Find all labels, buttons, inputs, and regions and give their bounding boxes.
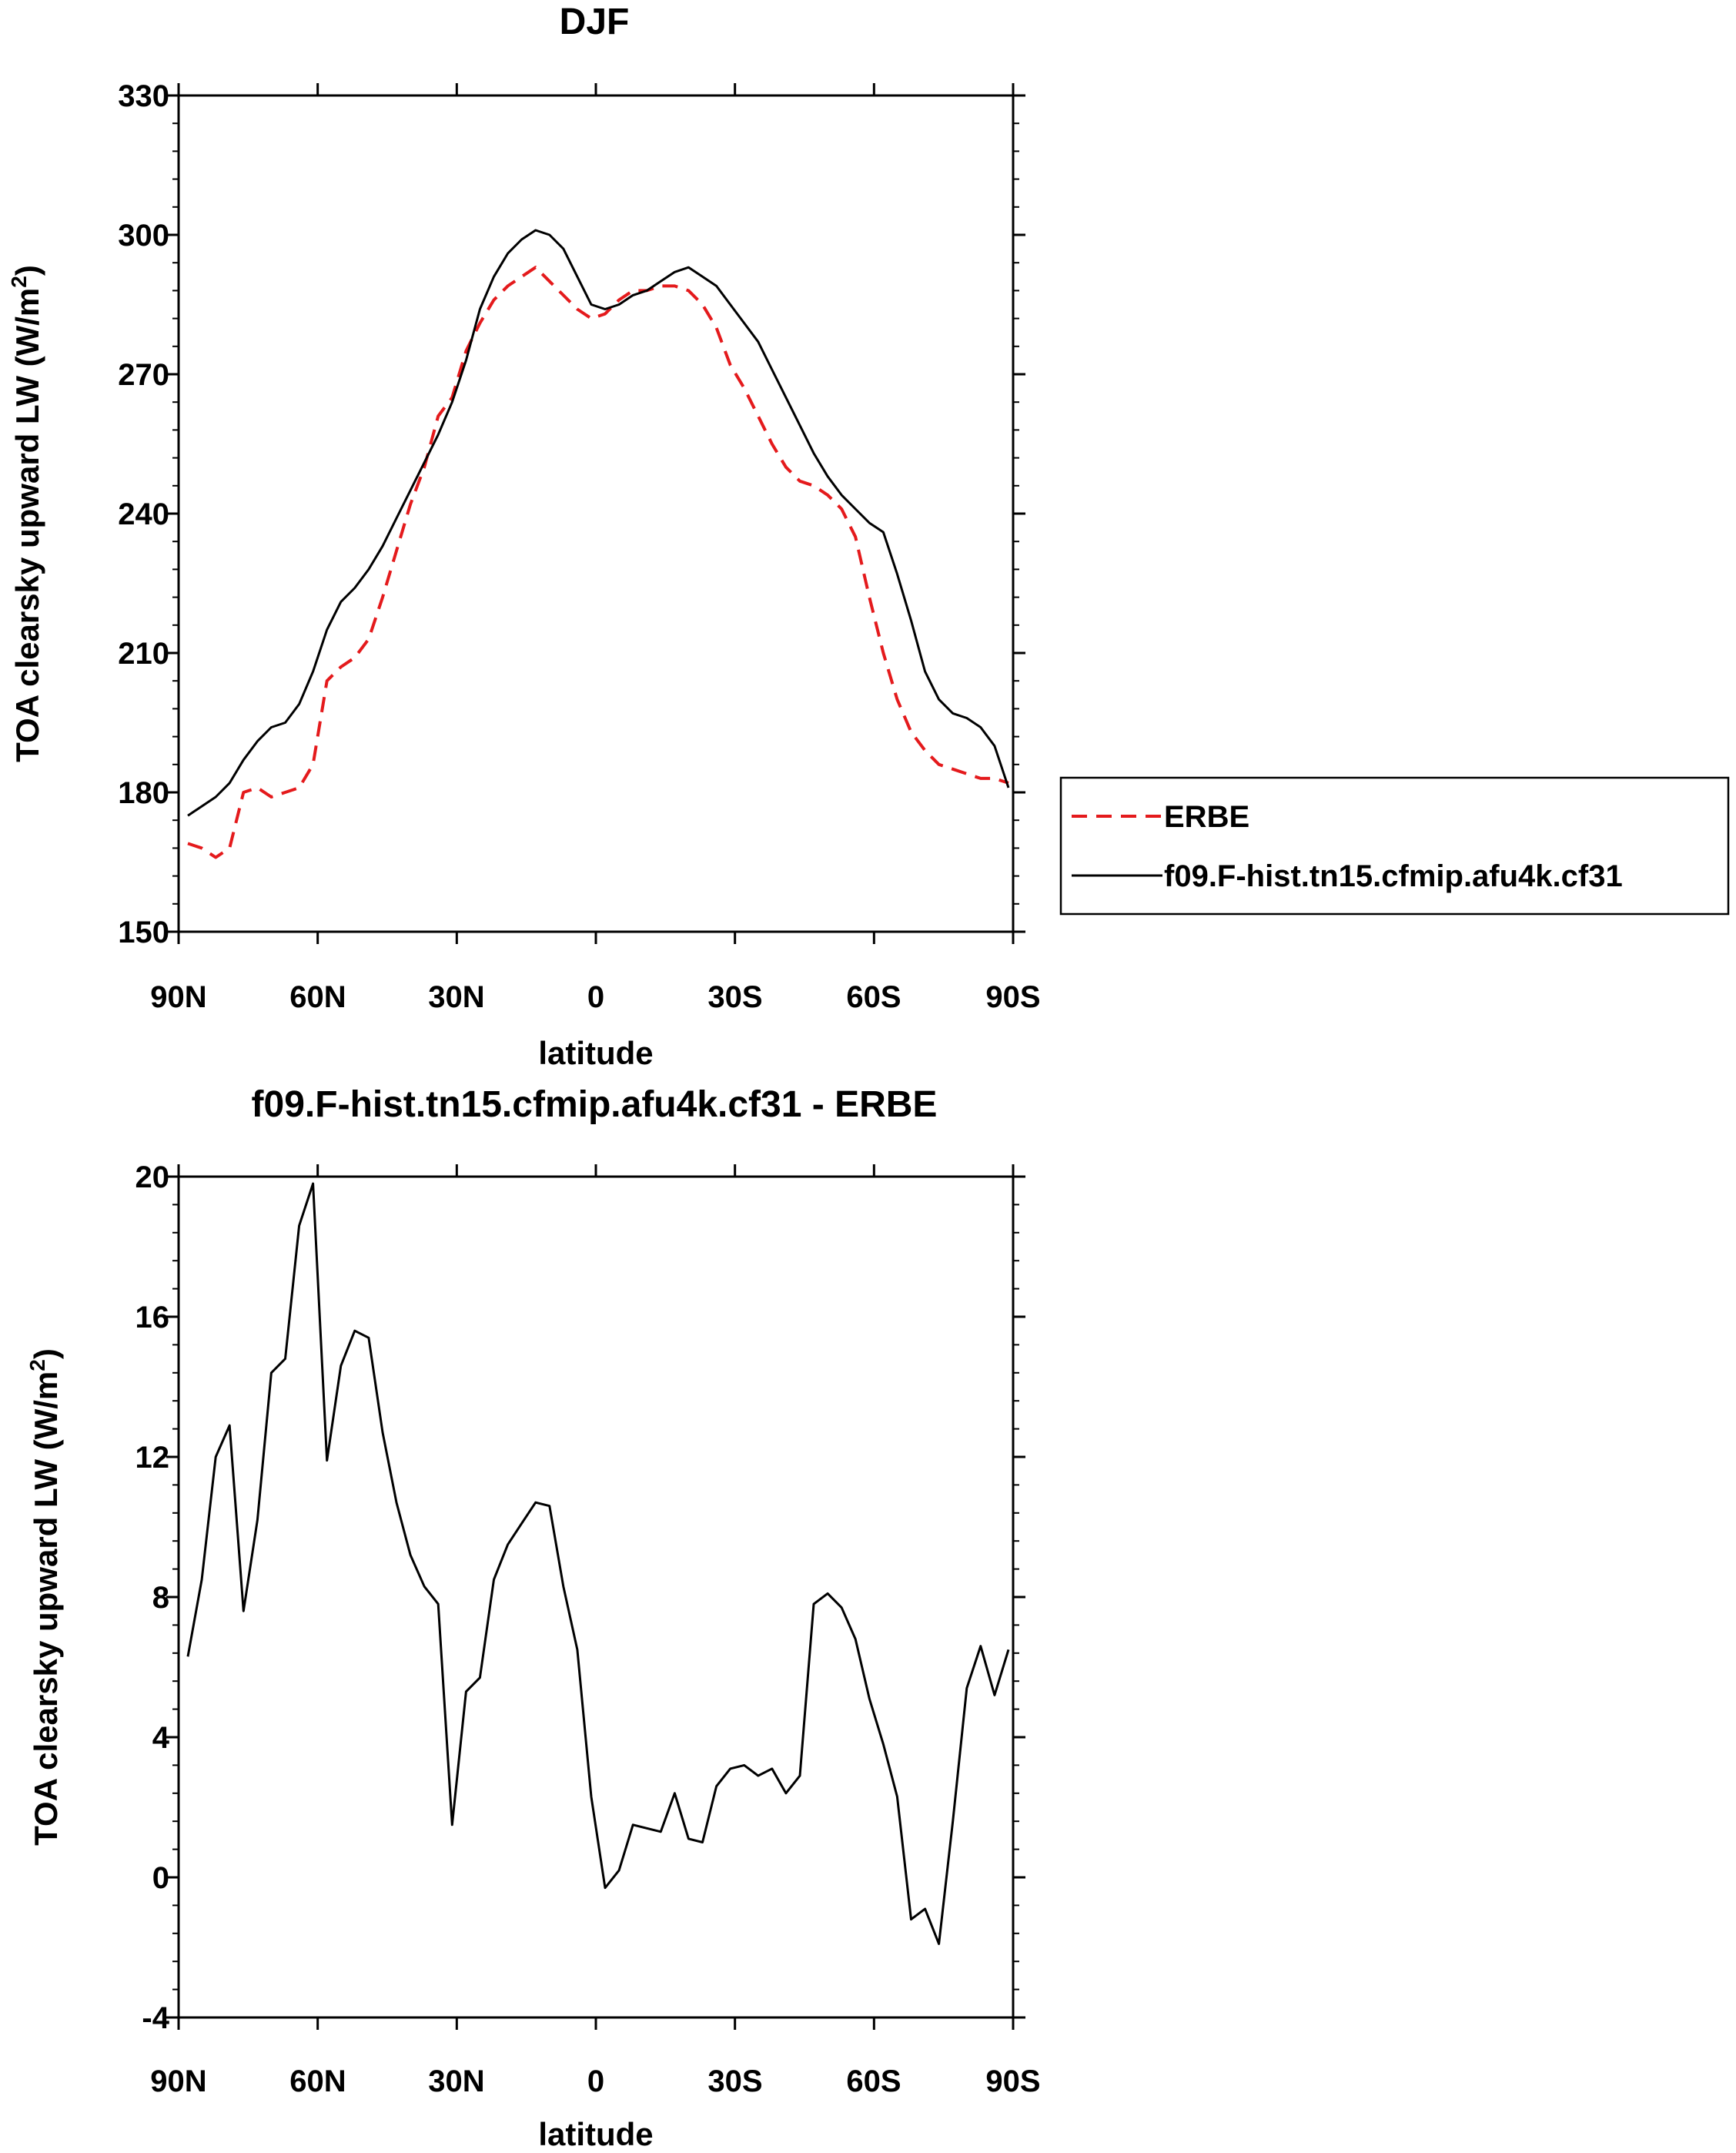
bottom-chart-lines — [186, 1182, 1010, 1945]
top-chart-title: DJF — [560, 2, 630, 42]
top-chart: DJF 150 180 210 240 270 300 330 90N 60N … — [7, 2, 1041, 1071]
bottom-xtick-label-5: 60S — [846, 2064, 901, 2098]
top-y-axis-label-sup: 2 — [7, 276, 31, 288]
bottom-y-axis-label-close: ) — [28, 1348, 64, 1359]
bottom-ytick-label-6: 20 — [135, 1160, 170, 1194]
bottom-xtick-label-2: 30N — [428, 2064, 484, 2098]
bottom-x-axis-label: latitude — [538, 2116, 653, 2152]
bottom-chart-frame — [177, 1175, 1015, 2019]
top-xtick-label-0: 90N — [150, 980, 206, 1014]
bottom-chart: f09.F-hist.tn15.cfmip.afu4k.cf31 - ERBE … — [25, 1084, 1041, 2152]
top-y-axis-label-main: TOA clearsky upward LW (W/m — [9, 288, 45, 762]
bottom-xtick-label-1: 60N — [289, 2064, 346, 2098]
top-ytick-label-0: 150 — [118, 916, 169, 949]
bottom-ytick-label-1: 0 — [152, 1861, 169, 1895]
top-xtick-label-1: 60N — [289, 980, 346, 1014]
top-xtick-label-2: 30N — [428, 980, 484, 1014]
top-xtick-label-5: 60S — [846, 980, 901, 1014]
top-ytick-label-5: 300 — [118, 219, 169, 253]
bottom-ytick-label-5: 16 — [135, 1301, 170, 1334]
top-xtick-label-3: 0 — [587, 980, 604, 1014]
legend-label-erbe: ERBE — [1164, 800, 1249, 834]
top-ytick-label-4: 270 — [118, 358, 169, 392]
bottom-xtick-label-4: 30S — [707, 2064, 762, 2098]
bottom-ytick-label-0: -4 — [142, 2001, 169, 2035]
bottom-chart-title: f09.F-hist.tn15.cfmip.afu4k.cf31 - ERBE — [252, 1084, 938, 1125]
top-xtick-label-6: 90S — [985, 980, 1040, 1014]
top-series-line-0 — [187, 266, 1009, 859]
legend: ERBE f09.F-hist.tn15.cfmip.afu4k.cf31 — [1059, 776, 1730, 916]
top-y-axis-label: TOA clearsky upward LW (W/m2) — [7, 265, 45, 762]
bottom-ytick-label-4: 12 — [135, 1441, 170, 1475]
top-series-line-1 — [187, 229, 1010, 817]
top-y-axis-label-close: ) — [9, 265, 45, 276]
top-x-axis-label: latitude — [538, 1035, 653, 1071]
legend-label-model: f09.F-hist.tn15.cfmip.afu4k.cf31 — [1164, 859, 1623, 893]
bottom-y-axis-label-main: TOA clearsky upward LW (W/m — [28, 1371, 64, 1846]
bottom-y-axis-label-sup: 2 — [25, 1359, 49, 1371]
top-xtick-label-4: 30S — [707, 980, 762, 1014]
legend-box — [1059, 776, 1730, 916]
top-ytick-label-6: 330 — [118, 79, 169, 113]
top-ytick-label-3: 240 — [118, 497, 169, 531]
top-chart-frame — [177, 94, 1015, 933]
bottom-ytick-label-3: 8 — [152, 1581, 169, 1615]
top-ytick-label-1: 180 — [118, 776, 169, 810]
top-chart-ticks — [166, 83, 1025, 944]
top-ytick-label-2: 210 — [118, 637, 169, 671]
bottom-xtick-label-6: 90S — [985, 2064, 1040, 2098]
top-chart-lines — [187, 229, 1010, 859]
bottom-chart-ticks — [166, 1164, 1025, 2030]
bottom-ytick-label-2: 4 — [152, 1721, 170, 1755]
bottom-xtick-label-3: 0 — [587, 2064, 604, 2098]
bottom-series-line-0 — [186, 1182, 1010, 1945]
bottom-y-axis-label: TOA clearsky upward LW (W/m2) — [25, 1348, 64, 1846]
bottom-xtick-label-0: 90N — [150, 2064, 206, 2098]
